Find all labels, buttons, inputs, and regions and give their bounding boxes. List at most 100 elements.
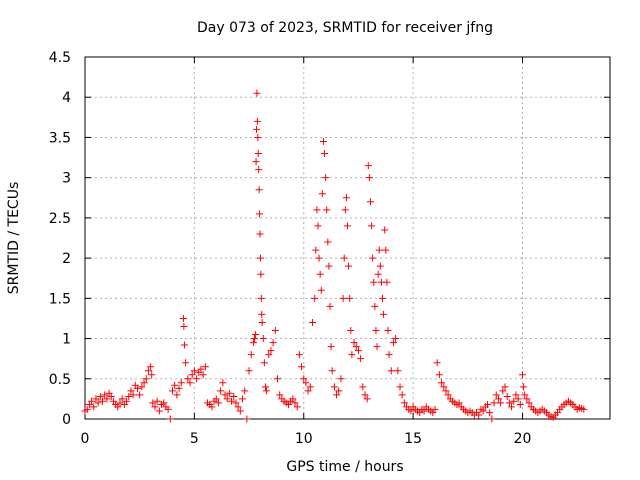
data-point	[322, 174, 330, 182]
data-point	[144, 367, 152, 375]
data-point	[433, 359, 441, 367]
data-point	[239, 395, 246, 403]
data-point	[341, 206, 349, 214]
data-point	[94, 399, 102, 407]
data-point	[253, 125, 260, 133]
data-point	[293, 403, 301, 411]
data-point	[382, 246, 390, 254]
data-point	[90, 403, 98, 411]
data-point	[333, 391, 341, 399]
data-point	[271, 327, 279, 335]
data-point	[261, 383, 269, 391]
data-point	[243, 415, 251, 423]
data-point	[348, 351, 356, 359]
data-point	[228, 397, 236, 405]
data-point	[326, 302, 334, 310]
data-point	[359, 383, 367, 391]
data-point	[171, 381, 179, 389]
data-point	[371, 302, 379, 310]
grid-lines	[85, 57, 610, 419]
data-point	[315, 254, 323, 262]
data-point	[510, 397, 518, 405]
data-point	[212, 395, 220, 403]
data-point	[385, 351, 393, 359]
y-axis-label: SRMTID / TECUs	[6, 182, 22, 295]
data-point	[325, 262, 333, 270]
data-point	[214, 399, 222, 407]
data-point	[323, 206, 331, 214]
data-point	[392, 335, 400, 343]
data-point	[519, 371, 526, 379]
data-point	[116, 399, 124, 407]
data-point	[160, 399, 168, 407]
data-point	[438, 379, 446, 387]
data-point	[149, 399, 157, 407]
data-point	[479, 407, 487, 415]
data-point	[324, 238, 332, 246]
data-point	[400, 399, 408, 407]
data-point	[253, 89, 261, 97]
data-point	[223, 395, 231, 403]
data-point	[232, 399, 240, 407]
data-point	[175, 384, 183, 392]
y-tick-label: 4	[62, 90, 71, 106]
data-point	[503, 392, 511, 400]
data-point	[254, 150, 262, 158]
data-point	[309, 318, 316, 326]
data-point	[317, 286, 325, 294]
data-point	[384, 327, 392, 335]
x-tick-label: 10	[295, 431, 313, 447]
data-point	[484, 401, 491, 409]
data-point	[138, 383, 146, 391]
data-point	[350, 339, 358, 347]
data-point	[134, 384, 141, 392]
data-point	[505, 399, 513, 407]
data-point	[580, 405, 588, 413]
data-point	[101, 391, 109, 399]
y-tick-label: 2.5	[49, 211, 71, 227]
data-point	[508, 403, 516, 411]
data-point	[370, 278, 378, 286]
data-point	[234, 403, 242, 411]
data-point	[123, 397, 131, 405]
data-point	[99, 397, 106, 405]
data-point	[199, 371, 207, 379]
data-point	[181, 341, 189, 349]
data-point	[136, 391, 144, 399]
data-points	[81, 89, 588, 423]
data-point	[379, 294, 386, 302]
data-point	[267, 347, 275, 355]
data-point	[254, 133, 262, 141]
data-point	[381, 226, 389, 234]
data-point	[499, 387, 507, 395]
data-point	[257, 294, 265, 302]
data-point	[255, 166, 263, 174]
data-point	[164, 405, 172, 413]
data-point	[354, 347, 362, 355]
data-point	[514, 395, 522, 403]
data-point	[357, 355, 365, 363]
data-point	[247, 351, 255, 359]
data-point	[289, 395, 297, 403]
data-point	[372, 327, 380, 335]
data-point	[219, 379, 227, 387]
data-point	[252, 158, 260, 166]
data-point	[435, 371, 443, 379]
data-point	[516, 401, 524, 409]
data-point	[276, 391, 284, 399]
data-point	[173, 391, 181, 399]
data-point	[387, 367, 395, 375]
data-point	[375, 246, 383, 254]
data-point	[298, 363, 306, 371]
data-point	[492, 391, 500, 399]
data-point	[318, 190, 326, 198]
chart-title: Day 073 of 2023, SRMTID for receiver jfn…	[197, 20, 493, 36]
data-point	[92, 395, 100, 403]
data-point	[486, 409, 494, 417]
y-tick-label: 3.5	[49, 130, 71, 146]
data-point	[114, 403, 122, 411]
data-point	[330, 383, 338, 391]
data-point	[494, 395, 502, 403]
data-point	[217, 387, 225, 395]
